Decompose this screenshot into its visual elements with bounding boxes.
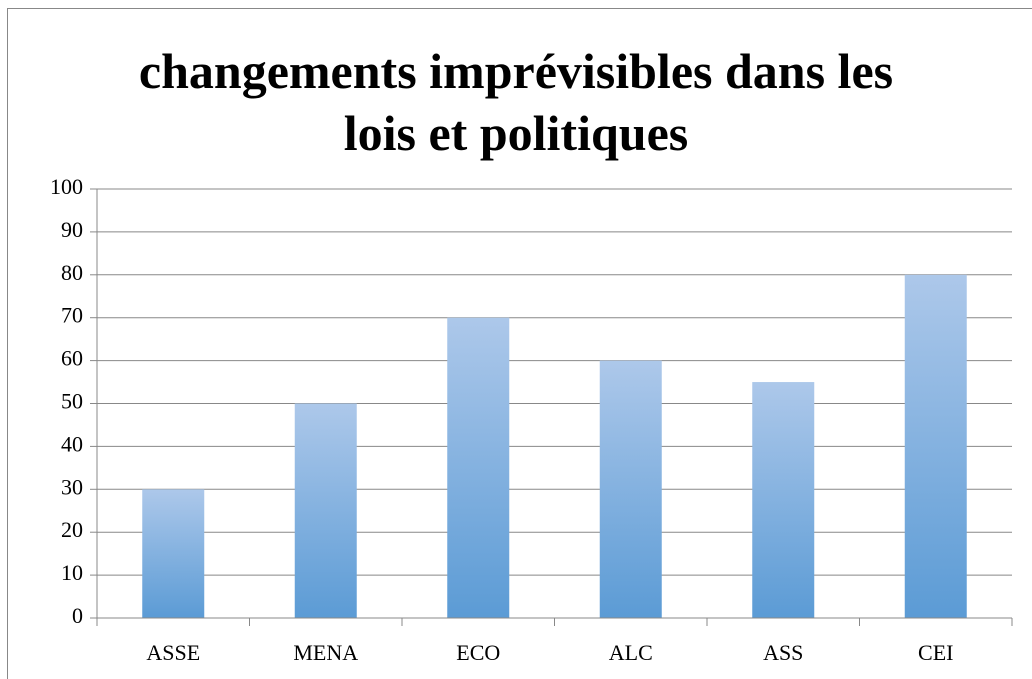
y-tick-label: 20 bbox=[61, 517, 83, 542]
bar bbox=[752, 382, 815, 618]
y-tick-label: 100 bbox=[50, 174, 83, 199]
x-tick-label: ECO bbox=[456, 640, 500, 665]
y-tick-label: 90 bbox=[61, 217, 83, 242]
bar bbox=[294, 403, 357, 618]
bar bbox=[904, 274, 967, 618]
x-tick-label: MENA bbox=[293, 640, 358, 665]
x-tick-label: ALC bbox=[609, 640, 653, 665]
bar bbox=[447, 317, 510, 618]
y-tick-label: 70 bbox=[61, 303, 83, 328]
x-tick-label: CEI bbox=[918, 640, 953, 665]
y-tick-label: 60 bbox=[61, 346, 83, 371]
y-tick-label: 30 bbox=[61, 474, 83, 499]
x-tick-label: ASS bbox=[763, 640, 803, 665]
bar bbox=[142, 489, 205, 618]
y-tick-label: 40 bbox=[61, 431, 83, 456]
y-tick-label: 0 bbox=[72, 603, 83, 628]
chart-title: changements imprévisibles dans les lois … bbox=[138, 43, 894, 161]
y-tick-label: 80 bbox=[61, 260, 83, 285]
x-tick-label: ASSE bbox=[146, 640, 200, 665]
chart-border bbox=[7, 8, 1032, 679]
y-tick-label: 10 bbox=[61, 560, 83, 585]
bar bbox=[599, 360, 662, 618]
y-tick-label: 50 bbox=[61, 389, 83, 414]
